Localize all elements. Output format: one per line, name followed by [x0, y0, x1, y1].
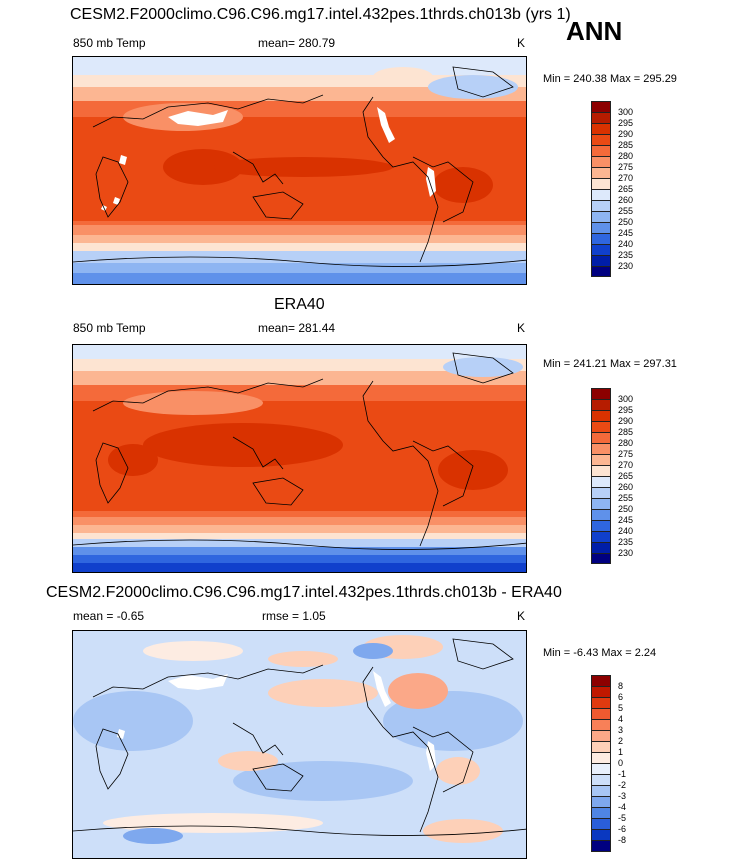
panel-1-units-label: K	[517, 36, 526, 50]
panel-1-map	[72, 56, 527, 285]
panel-3-colorbar: 8 6 5 4 3 2 1 0 -1 -2 -3 -4 -5 -6 -8	[591, 675, 626, 855]
panel-2-variable-label: 850 mb Temp	[73, 321, 146, 335]
panel-1-colorbar-label: 295	[618, 118, 634, 128]
panel-2-minmax: Min = 241.21 Max = 297.31	[543, 358, 677, 370]
panel-3-colorbar-label: -3	[618, 791, 627, 801]
panel-1-colorbar-label: 245	[618, 228, 634, 238]
panel-3-colorbar-label: 2	[618, 736, 624, 746]
panel-1-colorbar-label: 265	[618, 184, 634, 194]
panel-1-colorbar-label: 230	[618, 261, 634, 271]
panel-1-colorbar-label: 270	[618, 173, 634, 183]
panel-2-colorbar-label: 265	[618, 471, 634, 481]
panel-3-colorbar-label: 1	[618, 747, 624, 757]
panel-2-colorbar-label: 240	[618, 526, 634, 536]
panel-2-map	[72, 344, 527, 573]
panel-2-colorbar-label: 250	[618, 504, 634, 514]
panel-2-mean-label: mean= 281.44	[258, 321, 336, 335]
season-label: ANN	[566, 16, 623, 46]
panel-1-colorbar-label: 300	[618, 107, 634, 117]
panel-3-colorbar-label: 5	[618, 703, 624, 713]
panel-1-colorbar-label: 250	[618, 217, 634, 227]
panel-3-colorbar-label: -8	[618, 835, 627, 845]
panel-3-colorbar-label: 0	[618, 758, 624, 768]
panel-2-colorbar-label: 245	[618, 515, 634, 525]
panel-2-colorbar-label: 255	[618, 493, 634, 503]
panel-3-colorbar-label: 6	[618, 692, 624, 702]
panel-2-colorbar: 300 295 290 285 280 275 270 265 260 255 …	[591, 388, 633, 564]
panel-3-map	[72, 630, 527, 859]
panel-3-colorbar-label: -5	[618, 813, 627, 823]
panel-2-colorbar-label: 270	[618, 460, 634, 470]
panel-2-colorbar-label: 285	[618, 427, 634, 437]
panel-2-colorbar-label: 275	[618, 449, 634, 459]
panel-1-colorbar-label: 255	[618, 206, 634, 216]
panel-2-colorbar-label: 280	[618, 438, 634, 448]
panel-3-colorbar-label: 3	[618, 725, 624, 735]
panel-1-colorbar-label: 275	[618, 162, 634, 172]
panel-1-variable-label: 850 mb Temp	[73, 36, 146, 50]
panel-3-units-label: K	[517, 609, 526, 623]
panel-3-colorbar-label: 4	[618, 714, 624, 724]
panel-1-colorbar-label: 280	[618, 151, 634, 161]
panel-1-title: CESM2.F2000climo.C96.C96.mg17.intel.432p…	[70, 6, 571, 23]
panel-2-colorbar-label: 290	[618, 416, 634, 426]
panel-3-colorbar-label: -4	[618, 802, 627, 812]
panel-1-colorbar-label: 290	[618, 129, 634, 139]
panel-3-minmax: Min = -6.43 Max = 2.24	[543, 647, 657, 659]
panel-2-colorbar-label: 230	[618, 548, 634, 558]
panel-3-colorbar-swatch-15	[591, 840, 611, 852]
panel-1-colorbar-label: 285	[618, 140, 634, 150]
panel-1-minmax: Min = 240.38 Max = 295.29	[543, 73, 677, 85]
panel-3-colorbar-label: 8	[618, 681, 624, 691]
panel-2-colorbar-label: 235	[618, 537, 634, 547]
panel-2-title: ERA40	[274, 296, 325, 313]
panel-1-colorbar: 300 295 290 285 280 275 270 265 260 255 …	[591, 101, 633, 277]
panel-2-colorbar-label: 300	[618, 394, 634, 404]
panel-1-colorbar-label: 240	[618, 239, 634, 249]
panel-2-units-label: K	[517, 321, 526, 335]
panel-3-rmse-label: rmse = 1.05	[262, 609, 326, 623]
panel-2-colorbar-label: 295	[618, 405, 634, 415]
panel-1-mean-label: mean= 280.79	[258, 36, 336, 50]
panel-3-colorbar-label: -2	[618, 780, 627, 790]
panel-1-colorbar-swatch-15	[591, 266, 611, 277]
panel-3-colorbar-label: -1	[618, 769, 627, 779]
panel-1-colorbar-label: 235	[618, 250, 634, 260]
panel-2-colorbar-swatch-15	[591, 553, 611, 564]
panel-3-mean-label: mean = -0.65	[73, 609, 145, 623]
panel-3-colorbar-label: -6	[618, 824, 627, 834]
panel-2-colorbar-label: 260	[618, 482, 634, 492]
panel-1-colorbar-label: 260	[618, 195, 634, 205]
panel-3-title: CESM2.F2000climo.C96.C96.mg17.intel.432p…	[46, 584, 562, 601]
